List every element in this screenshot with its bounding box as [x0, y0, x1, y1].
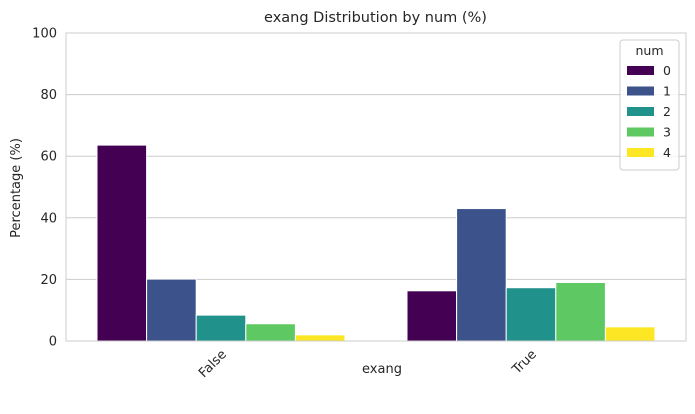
- legend: num 0 1 2 3 4: [619, 39, 680, 171]
- legend-swatch: [627, 107, 654, 116]
- y-tick-label: 0: [49, 335, 57, 350]
- x-axis-label: exang: [362, 362, 402, 377]
- legend-item-label: 1: [663, 84, 671, 99]
- y-axis-ticks: 0 20 40 60 80 100: [32, 27, 57, 350]
- y-tick-label: 100: [32, 27, 57, 42]
- y-tick-label: 80: [40, 88, 57, 103]
- bar-true-num-3: [555, 281, 606, 342]
- bar-true-num-2: [505, 287, 557, 342]
- bar-false-num-0: [96, 144, 148, 342]
- y-tick-label: 20: [40, 273, 57, 288]
- y-tick-label: 60: [40, 150, 57, 165]
- legend-item-label: 2: [663, 104, 671, 119]
- legend-swatch: [627, 148, 654, 157]
- legend-title: num: [635, 43, 663, 58]
- bars: [96, 144, 656, 342]
- bar-false-num-1: [146, 278, 197, 342]
- bar-true-num-4: [604, 326, 656, 342]
- bar-false-num-4: [294, 334, 346, 342]
- y-tick-label: 40: [40, 211, 57, 226]
- chart-title: exang Distribution by num (%): [264, 10, 487, 26]
- bar-true-num-1: [456, 208, 507, 342]
- bar-false-num-3: [245, 323, 296, 342]
- x-tick-label: True: [509, 347, 540, 378]
- x-tick-label: False: [196, 347, 230, 381]
- legend-item-label: 4: [663, 145, 671, 160]
- plot-area: [65, 32, 687, 342]
- legend-item-label: 0: [663, 63, 671, 78]
- bar-false-num-2: [195, 314, 247, 342]
- legend-swatch: [627, 86, 654, 96]
- legend-item-label: 3: [663, 125, 671, 140]
- legend-swatch: [627, 127, 654, 137]
- y-axis-label: Percentage (%): [9, 138, 24, 238]
- legend-swatch: [627, 66, 654, 75]
- bar-true-num-0: [406, 290, 458, 342]
